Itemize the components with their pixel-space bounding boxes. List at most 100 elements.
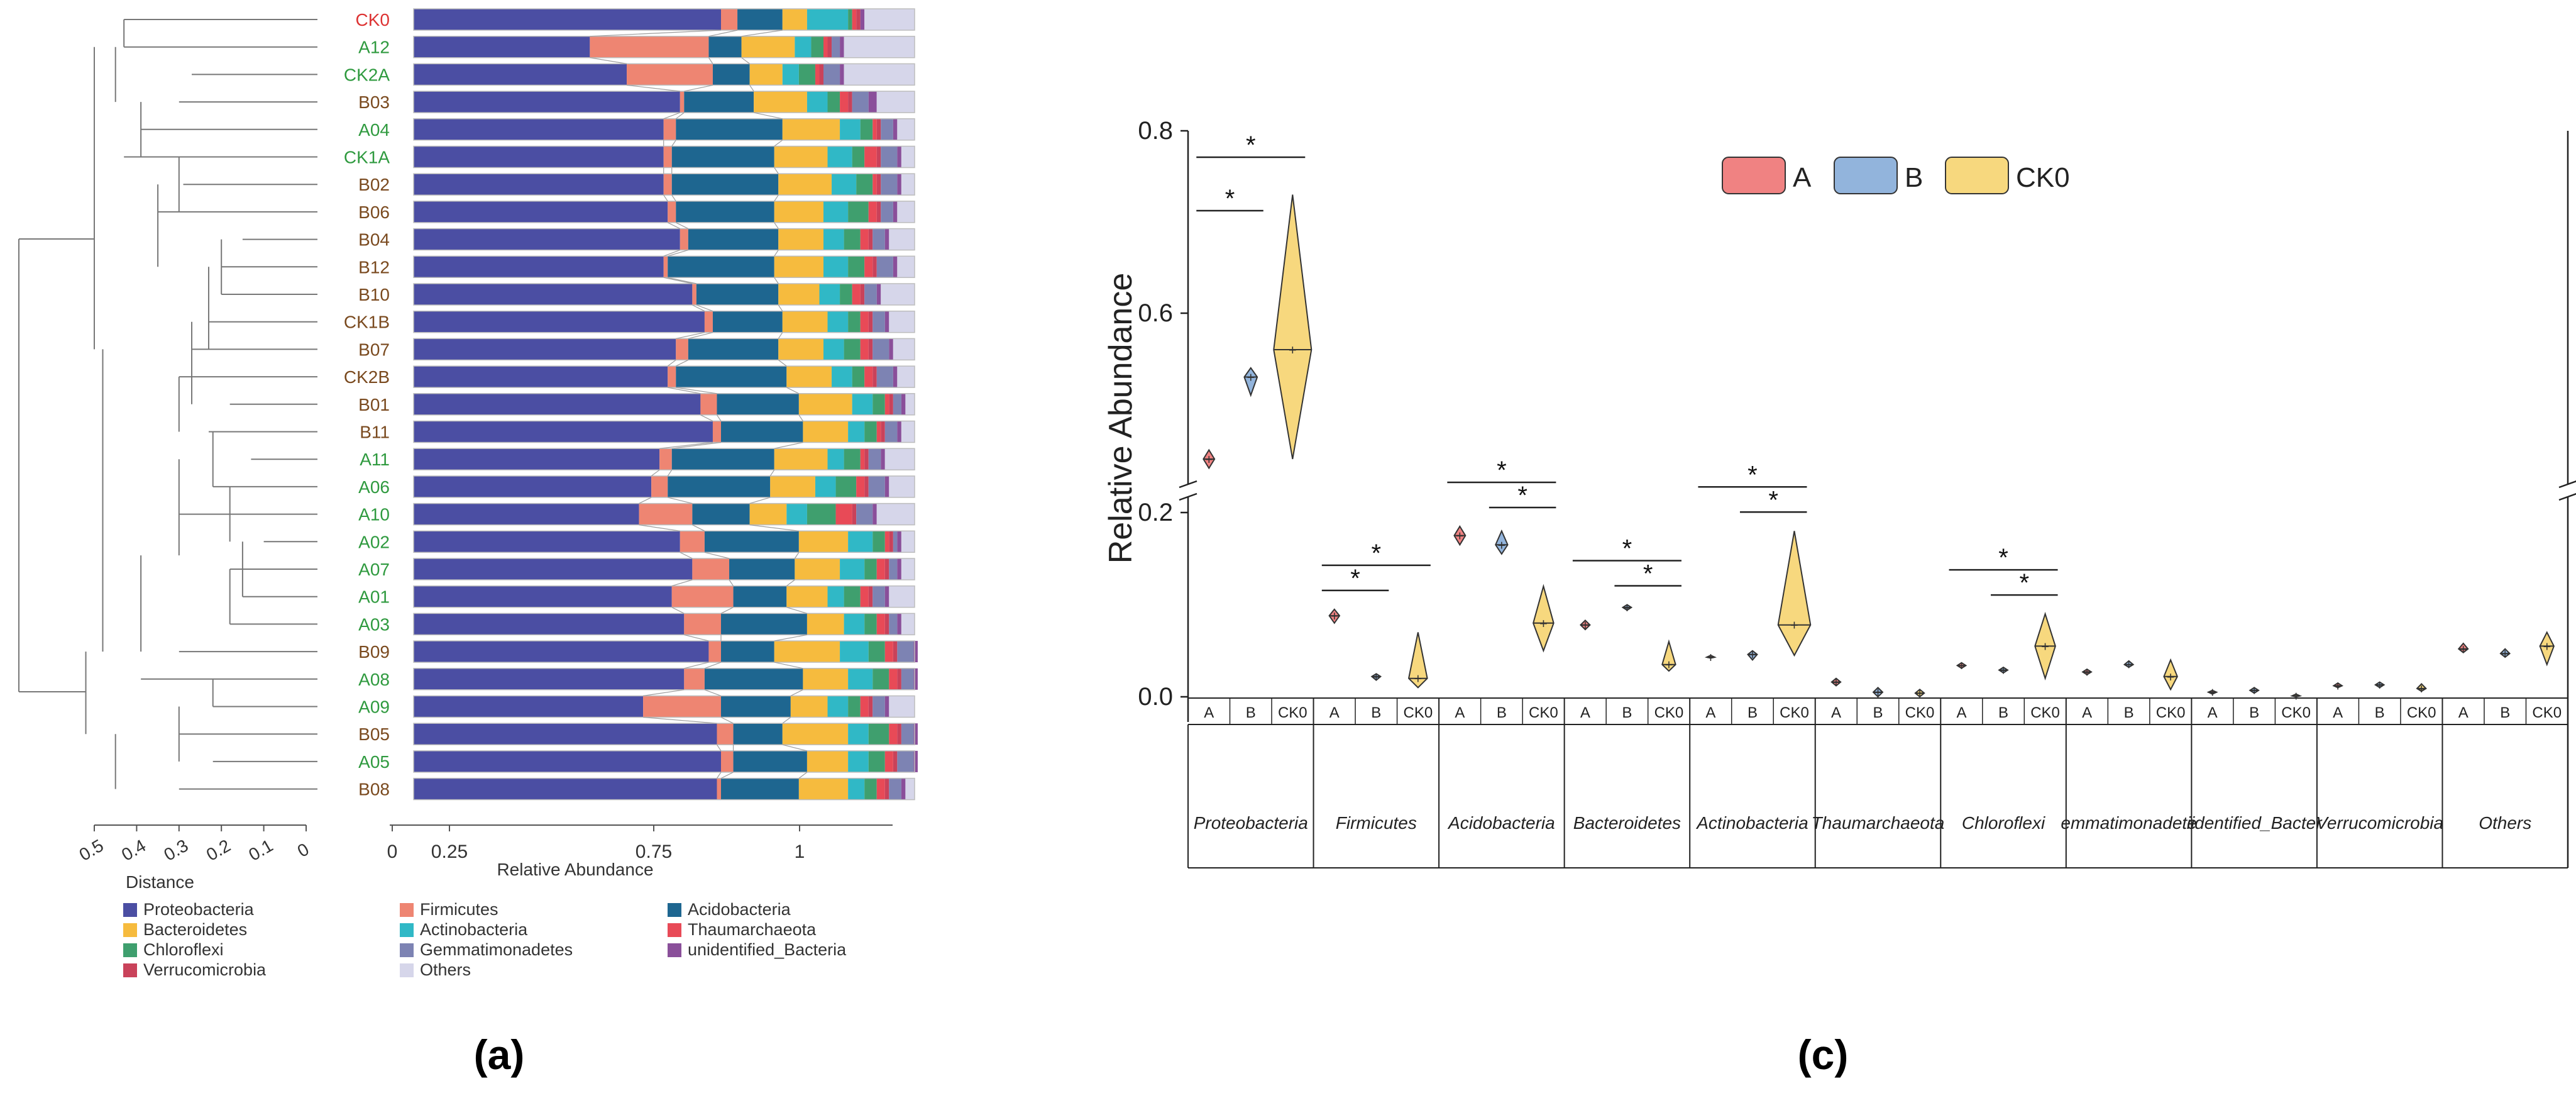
bar-segment-B11-unidentified_Bacteria (897, 421, 901, 443)
group-label-A: A (1455, 704, 1465, 721)
bar-segment-A05-Gemmatimonadetes (897, 750, 914, 772)
panel-c-violin-chart: 0.0 0.2 0.6 0.8 Relative Abundance Proteobact… (1103, 117, 2576, 868)
legend-label-unidentified_Bacteria: unidentified_Bacteria (688, 940, 847, 959)
distance-tick-label: 0 (294, 839, 312, 861)
sample-label-B10: B10 (358, 285, 390, 304)
violin-mean-marker: + (1623, 600, 1631, 616)
bar-segment-B12-Verrucomicrobia (872, 256, 877, 278)
bar-segment-A02-Firmicutes (680, 531, 705, 553)
bar-segment-B11-Firmicutes (712, 421, 721, 443)
bar-segment-A11-Thaumarchaeota (860, 448, 865, 470)
bar-segment-B02-Gemmatimonadetes (881, 174, 898, 196)
violin-Firmicutes-CK0 (1407, 632, 1428, 689)
bar-outline-B09 (413, 640, 915, 663)
connector-line (668, 497, 693, 504)
bar-segment-B05-Chloroflexi (868, 723, 889, 745)
bar-segment-B06-Verrucomicrobia (876, 201, 881, 223)
connector-line (774, 194, 779, 202)
violin-mean-marker: + (1665, 657, 1673, 673)
bar-segment-A07-Gemmatimonadetes (889, 558, 898, 580)
connector-line (774, 634, 808, 641)
bar-outline-A09 (413, 695, 915, 718)
bar-segment-A09-Bacteroidetes (790, 696, 828, 718)
bar-outline-A11 (413, 448, 915, 470)
bar-segment-A07-Verrucomicrobia (884, 558, 889, 580)
bar-segment-A08-Actinobacteria (848, 668, 873, 690)
bar-segment-B12-Bacteroidetes (774, 256, 823, 278)
bar-segment-A09-Firmicutes (643, 696, 721, 718)
bar-segment-CK2A-Chloroflexi (798, 64, 815, 86)
bar-segment-B03-Chloroflexi (827, 91, 840, 113)
bar-segment-B06-Thaumarchaeota (868, 201, 877, 223)
panel-label-a: (a) (474, 1031, 525, 1078)
bar-segment-B09-Chloroflexi (868, 641, 885, 663)
bar-segment-B10-Acidobacteria (696, 284, 779, 305)
violin-mean-marker: + (1874, 685, 1882, 701)
bar-outline-B02 (413, 173, 915, 196)
bar-segment-A12-Bacteroidetes (741, 36, 795, 58)
sample-label-B01: B01 (358, 395, 390, 414)
axis-break-mark (1179, 492, 1197, 501)
bar-segment-B04-Actinobacteria (823, 228, 844, 250)
bar-segment-B11-Others (901, 421, 915, 443)
distance-tick-label: 0.4 (118, 836, 149, 865)
bar-outline-A03 (413, 613, 915, 636)
bar-segment-B05-Actinobacteria (848, 723, 869, 745)
bar-segment-B09-Thaumarchaeota (884, 641, 893, 663)
bar-segment-B01-Bacteroidetes (798, 393, 852, 415)
bar-segment-CK0-Acidobacteria (737, 9, 783, 30)
connector-line (680, 552, 693, 559)
x-tick-label: 0.25 (431, 841, 468, 862)
bar-segment-B03-Actinobacteria (806, 91, 828, 113)
sample-label-CK1A: CK1A (344, 148, 390, 167)
bar-segment-A03-Acidobacteria (721, 613, 807, 635)
distance-tick-label: 0.2 (203, 836, 234, 865)
bar-segment-A06-Others (889, 475, 915, 497)
bar-segment-CK2A-Gemmatimonadetes (823, 64, 840, 86)
bar-segment-CK2A-Actinobacteria (782, 64, 799, 86)
bar-segment-CK0-Others (864, 9, 915, 30)
group-label-A: A (1957, 704, 1967, 721)
significance-star: * (1517, 482, 1527, 509)
bar-segment-B08-Actinobacteria (848, 778, 865, 800)
connector-line (643, 689, 685, 697)
group-label-B: B (2124, 704, 2134, 721)
category-label-6: Chloroflexi (1962, 813, 2045, 833)
sample-label-B03: B03 (358, 92, 390, 112)
bar-segment-CK0-Verrucomicrobia (856, 9, 861, 30)
bar-segment-CK1A-Gemmatimonadetes (881, 146, 898, 168)
connector-line (704, 662, 722, 669)
legend-label-Acidobacteria: Acidobacteria (688, 900, 791, 919)
bar-segment-A11-Others (884, 448, 915, 470)
bar-segment-A05-Acidobacteria (733, 750, 807, 772)
bar-segment-CK1B-Gemmatimonadetes (872, 311, 885, 333)
bar-segment-A02-Acidobacteria (704, 531, 799, 553)
bar-segment-B07-Proteobacteria (414, 338, 676, 360)
category-label-7: emmatimonadete (2061, 813, 2196, 833)
violin-mean-marker: + (1372, 669, 1380, 685)
bar-segment-B04-Gemmatimonadetes (872, 228, 885, 250)
bar-segment-B11-Gemmatimonadetes (884, 421, 898, 443)
violin-mean-marker: + (2292, 689, 2300, 704)
bar-segment-A07-Thaumarchaeota (876, 558, 885, 580)
connector-line (684, 662, 709, 669)
x-tick-label: 0.75 (636, 841, 672, 862)
bar-segment-B05-Proteobacteria (414, 723, 717, 745)
violin-mean-marker: + (2459, 641, 2467, 657)
connector-line (794, 552, 800, 559)
bar-segment-B11-Bacteroidetes (803, 421, 849, 443)
group-label-A: A (1831, 704, 1841, 721)
bar-segment-B07-Verrucomicrobia (868, 338, 873, 360)
bar-segment-A01-Actinobacteria (827, 585, 844, 608)
bar-segment-A06-Bacteroidetes (770, 475, 815, 497)
connector-line (769, 469, 775, 477)
bar-segment-A04-Acidobacteria (676, 118, 783, 140)
bar-segment-A08-Firmicutes (684, 668, 705, 690)
bar-segment-A03-Firmicutes (684, 613, 721, 635)
bar-outline-A07 (413, 558, 915, 580)
bar-segment-B03-Bacteroidetes (754, 91, 807, 113)
connector-line (790, 689, 803, 697)
sample-label-CK0: CK0 (356, 10, 390, 30)
connector-line (667, 359, 676, 367)
connector-line (590, 57, 627, 64)
